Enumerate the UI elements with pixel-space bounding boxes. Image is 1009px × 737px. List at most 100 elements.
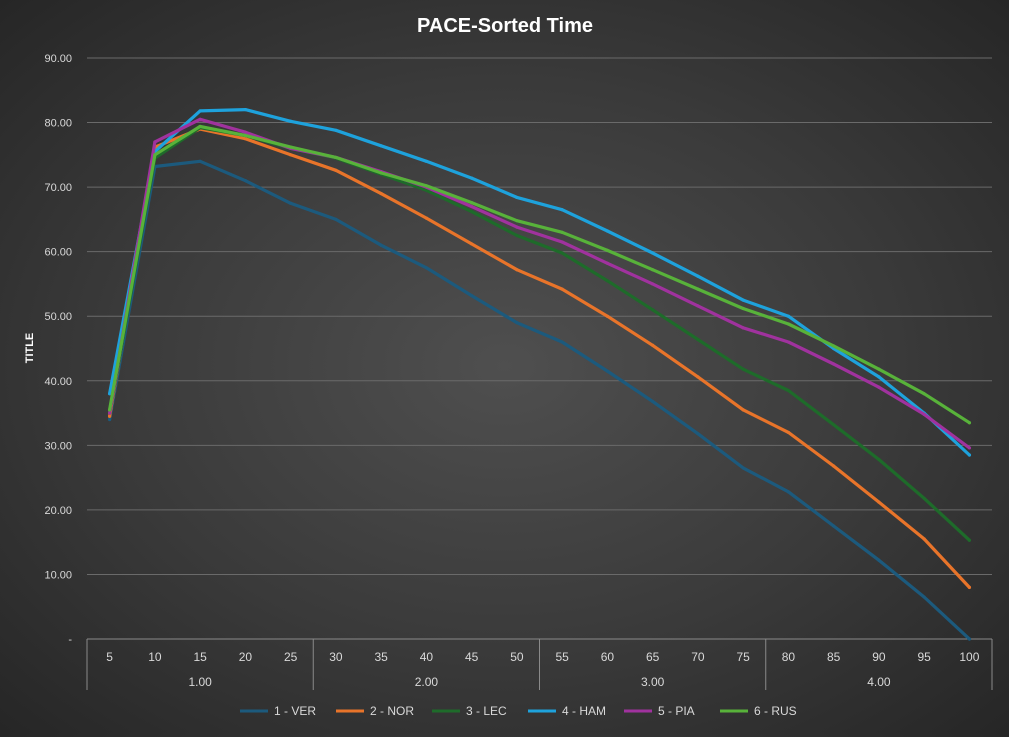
data-point xyxy=(424,159,428,163)
x-axis: 5 10 15 20 25 30 35 40 45 50 55 60 65 70 75 80 85 90 95 100… xyxy=(86,638,993,690)
data-point xyxy=(696,432,700,436)
series-1-ver xyxy=(107,159,972,641)
data-point xyxy=(243,130,247,134)
y-tick-label: 70.00 xyxy=(44,182,72,194)
data-point xyxy=(334,168,338,172)
data-point xyxy=(877,367,881,371)
data-point xyxy=(560,208,564,212)
data-point xyxy=(877,385,881,389)
legend-item: 3 - LEC xyxy=(432,704,507,718)
series-line xyxy=(107,159,972,641)
data-point xyxy=(153,140,157,144)
data-point xyxy=(560,287,564,291)
data-point xyxy=(832,344,836,348)
data-point xyxy=(108,417,112,422)
y-tick-label: 40.00 xyxy=(44,376,72,388)
data-point xyxy=(605,369,609,373)
data-point xyxy=(922,392,926,396)
y-tick-label: 10.00 xyxy=(44,569,72,581)
data-point xyxy=(334,128,338,132)
x-tick-label: 65 xyxy=(646,650,660,664)
legend-label: 1 - VER xyxy=(274,704,316,718)
x-tick-label: 75 xyxy=(736,650,750,664)
data-point xyxy=(605,261,609,265)
data-point xyxy=(741,306,745,311)
data-point xyxy=(198,124,202,129)
y-tick-label: 20.00 xyxy=(44,505,72,517)
data-point xyxy=(198,109,202,113)
data-point xyxy=(967,637,971,641)
data-point xyxy=(877,375,881,379)
data-point xyxy=(515,268,519,272)
data-point xyxy=(424,216,428,220)
x-tick-label: 95 xyxy=(917,650,931,664)
data-point xyxy=(967,585,971,589)
data-point xyxy=(379,144,383,148)
data-point xyxy=(696,274,700,278)
data-point xyxy=(560,251,564,255)
series-line xyxy=(107,124,972,425)
series-6-rus xyxy=(107,124,972,425)
data-point xyxy=(922,537,926,541)
data-point xyxy=(605,314,609,318)
data-point xyxy=(967,421,971,425)
data-point xyxy=(515,195,519,200)
y-tick-label: 50.00 xyxy=(44,311,72,323)
x-tick-label: 40 xyxy=(420,650,434,664)
data-point xyxy=(470,204,474,209)
x-tick-label: 85 xyxy=(827,650,841,664)
data-point xyxy=(289,145,293,149)
data-point xyxy=(379,243,383,247)
data-point xyxy=(877,558,881,562)
x-tick-label: 5 xyxy=(106,650,113,664)
data-point xyxy=(470,242,474,246)
x-tick-label: 15 xyxy=(193,650,207,664)
data-point xyxy=(922,412,926,416)
legend-label: 5 - PIA xyxy=(658,704,695,718)
y-tick-label: - xyxy=(68,634,72,646)
data-point xyxy=(108,408,112,412)
data-point xyxy=(470,201,474,205)
x-tick-label: 25 xyxy=(284,650,298,664)
data-point xyxy=(877,500,881,504)
data-point xyxy=(786,314,790,318)
data-point xyxy=(605,279,609,283)
y-tick-label: 90.00 xyxy=(44,53,72,65)
y-axis-label: TITLE xyxy=(24,333,36,364)
data-point xyxy=(289,119,293,123)
data-point xyxy=(515,233,519,238)
data-point xyxy=(832,464,836,468)
data-point xyxy=(832,423,836,427)
series-line xyxy=(107,127,972,590)
data-point xyxy=(379,191,383,196)
data-point xyxy=(922,595,926,599)
x-group-label: 1.00 xyxy=(188,675,212,689)
x-tick-label: 90 xyxy=(872,650,886,664)
data-point xyxy=(243,179,247,183)
data-point xyxy=(741,466,745,470)
series-lines xyxy=(107,107,972,641)
x-tick-label: 55 xyxy=(555,650,569,664)
x-tick-label: 45 xyxy=(465,650,479,664)
data-point xyxy=(515,219,519,223)
data-point xyxy=(470,176,474,180)
data-point xyxy=(786,340,790,344)
data-point xyxy=(877,457,881,462)
series-4-ham xyxy=(107,107,972,457)
x-group-label: 4.00 xyxy=(867,675,891,689)
legend-item: 6 - RUS xyxy=(720,704,797,718)
data-point xyxy=(651,282,655,286)
legend-item: 4 - HAM xyxy=(528,704,606,718)
data-point xyxy=(153,153,157,157)
data-point xyxy=(696,304,700,308)
data-point xyxy=(786,388,790,393)
data-point xyxy=(289,153,293,157)
data-point xyxy=(243,133,247,138)
data-point xyxy=(696,287,700,291)
series-line xyxy=(107,107,972,457)
data-point xyxy=(651,268,655,272)
data-point xyxy=(786,322,790,326)
series-2-nor xyxy=(107,127,972,590)
legend-label: 4 - HAM xyxy=(562,704,606,718)
